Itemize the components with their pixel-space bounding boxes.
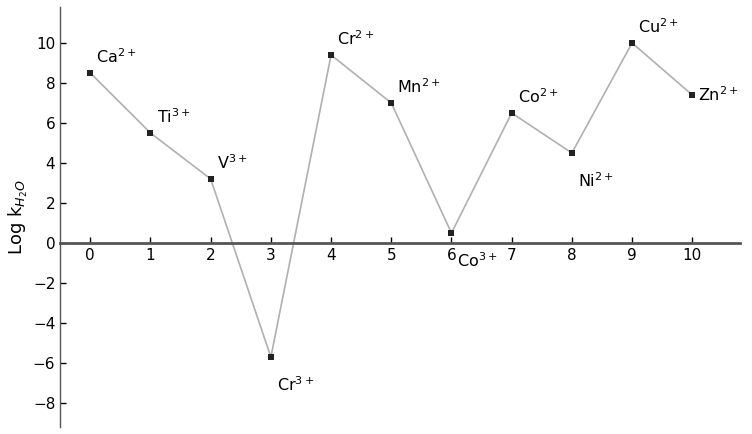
Text: Cu$^{2+}$: Cu$^{2+}$	[638, 17, 679, 36]
Text: Cr$^{2+}$: Cr$^{2+}$	[337, 29, 374, 48]
Text: Ni$^{2+}$: Ni$^{2+}$	[578, 171, 614, 190]
Text: Co$^{2+}$: Co$^{2+}$	[517, 87, 558, 106]
Text: Ti$^{3+}$: Ti$^{3+}$	[156, 107, 190, 126]
Text: Mn$^{2+}$: Mn$^{2+}$	[397, 77, 441, 96]
Text: Zn$^{2+}$: Zn$^{2+}$	[699, 85, 739, 104]
Text: V$^{3+}$: V$^{3+}$	[217, 153, 247, 172]
Y-axis label: Log k$_{H_2O}$: Log k$_{H_2O}$	[7, 179, 30, 255]
Text: Co$^{3+}$: Co$^{3+}$	[457, 251, 498, 270]
Text: Cr$^{3+}$: Cr$^{3+}$	[277, 375, 314, 394]
Text: Ca$^{2+}$: Ca$^{2+}$	[96, 47, 137, 66]
